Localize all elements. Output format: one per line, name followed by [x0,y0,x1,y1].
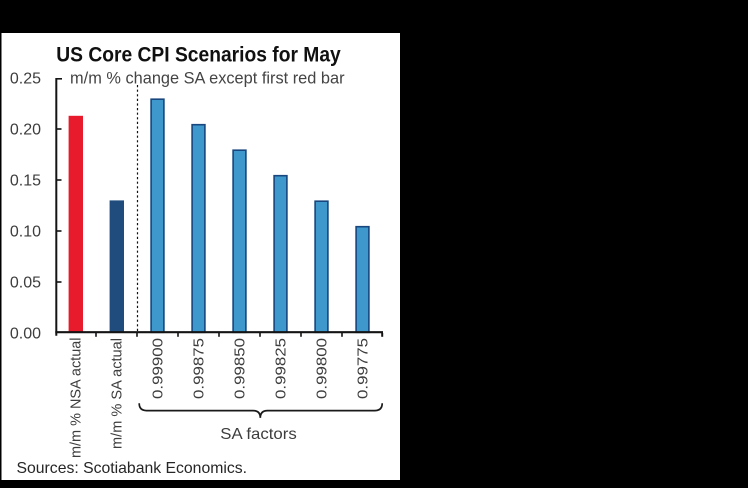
svg-text:0.99825: 0.99825 [273,338,290,399]
svg-text:US Core CPI Scenarios for May: US Core CPI Scenarios for May [56,43,341,66]
svg-text:0.05: 0.05 [10,275,41,292]
svg-text:m/m % SA actual: m/m % SA actual [109,338,126,449]
svg-text:0.20: 0.20 [10,122,41,139]
svg-text:0.99900: 0.99900 [150,338,167,399]
svg-text:0.99875: 0.99875 [191,338,208,399]
svg-text:0.00: 0.00 [10,326,41,343]
svg-text:Sources: Scotiabank Economics.: Sources: Scotiabank Economics. [17,460,248,477]
svg-text:m/m % NSA actual: m/m % NSA actual [68,338,85,459]
svg-text:0.99775: 0.99775 [355,338,372,399]
svg-text:0.99800: 0.99800 [314,338,331,399]
svg-text:m/m % change SA except first r: m/m % change SA except first red bar [70,70,345,88]
svg-text:0.99850: 0.99850 [232,338,249,399]
svg-text:0.25: 0.25 [10,71,41,88]
svg-text:0.15: 0.15 [10,173,41,190]
svg-text:0.10: 0.10 [10,224,41,241]
svg-text:SA factors: SA factors [220,426,297,443]
